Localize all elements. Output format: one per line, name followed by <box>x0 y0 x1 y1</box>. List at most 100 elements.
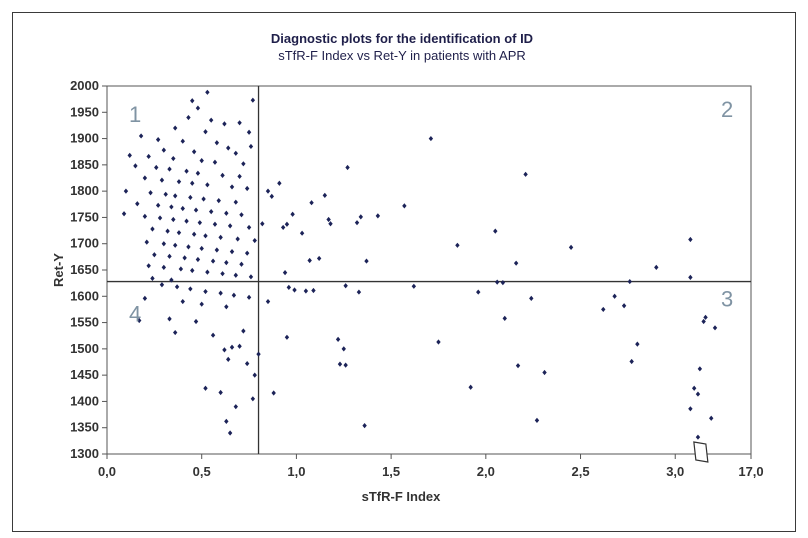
data-point <box>271 390 276 396</box>
data-point <box>712 325 718 331</box>
data-point <box>343 283 348 289</box>
data-point <box>364 258 369 264</box>
data-point <box>307 257 312 264</box>
data-point <box>190 267 195 274</box>
data-point <box>142 175 148 181</box>
data-point <box>260 221 265 227</box>
data-point <box>195 256 201 263</box>
data-point <box>229 184 235 190</box>
y-tick-label: 1300 <box>70 446 99 461</box>
data-point <box>155 137 161 143</box>
data-point <box>142 213 148 219</box>
data-point <box>191 231 197 237</box>
data-point <box>135 201 140 207</box>
data-point <box>216 198 221 204</box>
data-point <box>214 247 220 253</box>
data-point <box>227 223 233 229</box>
data-point <box>292 287 297 293</box>
data-point <box>227 430 233 436</box>
data-point <box>172 193 178 199</box>
data-point <box>205 269 210 275</box>
data-point <box>246 294 252 300</box>
data-point <box>691 385 697 391</box>
data-point <box>244 360 250 367</box>
data-point <box>157 215 163 221</box>
data-point <box>233 150 238 156</box>
data-point <box>265 298 271 305</box>
data-point <box>161 241 167 247</box>
y-tick-label: 1600 <box>70 288 99 303</box>
data-point <box>199 245 204 252</box>
data-point <box>195 170 201 176</box>
data-point <box>167 316 172 322</box>
y-tick-label: 2000 <box>70 78 99 93</box>
data-point <box>182 255 187 261</box>
data-point <box>172 242 178 248</box>
data-point <box>133 163 138 169</box>
x-tick-label: 0,5 <box>193 464 211 479</box>
data-point <box>144 239 149 245</box>
data-point <box>250 396 256 402</box>
data-point <box>226 145 231 151</box>
data-point <box>235 236 240 242</box>
data-point <box>203 385 208 391</box>
data-point <box>237 173 242 180</box>
data-point <box>500 280 506 286</box>
y-tick-label: 1800 <box>70 183 99 198</box>
data-point <box>612 293 617 299</box>
x-tick-label: 1,0 <box>287 464 305 479</box>
data-points <box>121 89 718 440</box>
data-point <box>568 244 574 250</box>
data-point <box>184 218 189 224</box>
data-point <box>375 213 381 219</box>
data-point <box>280 224 286 231</box>
data-point <box>534 417 540 423</box>
data-point <box>244 250 250 256</box>
data-point <box>154 164 159 171</box>
data-point <box>358 214 364 220</box>
quadrant-label: 4 <box>129 302 141 327</box>
y-tick-label: 1400 <box>70 393 99 408</box>
data-point <box>205 89 210 95</box>
y-tick-label: 1950 <box>70 104 99 119</box>
data-point <box>159 282 165 288</box>
data-point <box>239 212 244 218</box>
data-point <box>197 220 203 226</box>
data-point <box>150 226 155 232</box>
data-point <box>695 434 701 440</box>
data-point <box>138 133 144 139</box>
chart-subtitle: sTfR-F Index vs Ret-Y in patients with A… <box>278 48 526 63</box>
data-point <box>654 264 659 270</box>
data-point <box>237 120 242 126</box>
data-point <box>286 284 292 290</box>
data-point <box>224 210 229 216</box>
data-point <box>167 253 172 259</box>
data-point <box>180 138 185 144</box>
data-point <box>169 204 174 210</box>
data-point <box>688 274 693 280</box>
data-point <box>277 180 282 186</box>
data-point <box>513 260 519 266</box>
data-point <box>172 329 178 336</box>
data-point <box>155 202 161 208</box>
quadrant-label: 1 <box>129 102 141 127</box>
x-tick-label: 1,5 <box>382 464 400 479</box>
plot-area <box>106 85 752 455</box>
data-point <box>222 121 227 127</box>
data-point <box>244 185 250 192</box>
data-point <box>345 164 350 171</box>
data-point <box>176 230 182 236</box>
data-point <box>246 129 252 135</box>
data-point <box>246 224 252 231</box>
data-point <box>218 389 223 396</box>
data-point <box>210 332 216 338</box>
data-point <box>233 199 238 205</box>
data-point <box>468 384 473 390</box>
data-point <box>252 237 257 244</box>
data-point <box>436 339 441 345</box>
data-point <box>184 168 189 174</box>
data-point <box>529 295 534 301</box>
data-point <box>621 303 627 309</box>
data-point <box>494 279 500 285</box>
data-point <box>161 147 167 153</box>
